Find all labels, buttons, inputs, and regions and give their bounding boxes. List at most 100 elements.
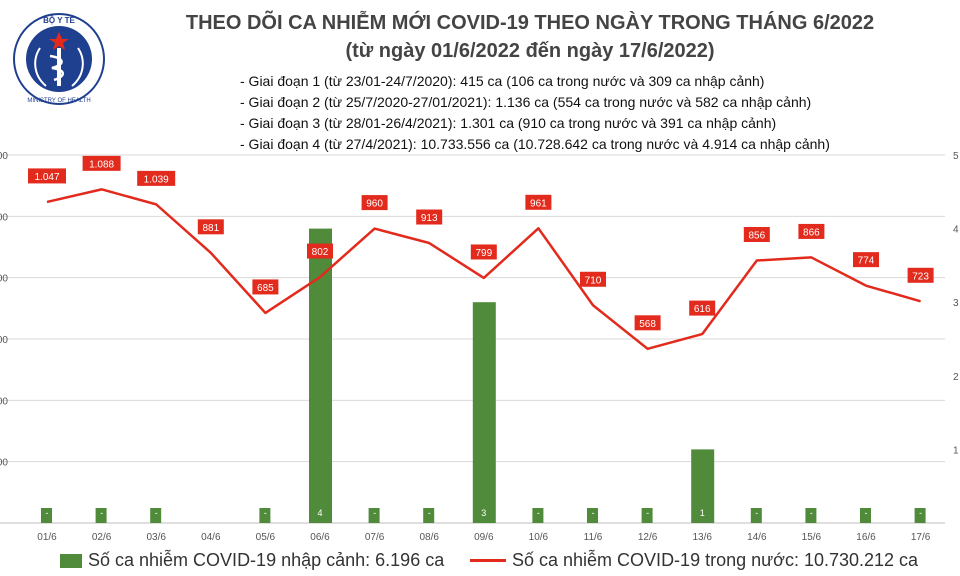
bar xyxy=(309,228,332,523)
bar-data-label: - xyxy=(373,508,376,518)
bar-data-label: - xyxy=(264,508,267,518)
chart-subtitle: (từ ngày 01/6/2022 đến ngày 17/6/2022) xyxy=(345,40,715,62)
line-data-label-box xyxy=(853,252,879,268)
line-data-label: 881 xyxy=(202,223,219,234)
bar xyxy=(750,508,762,523)
x-tick-label: 14/6 xyxy=(747,532,767,543)
line-data-label: 774 xyxy=(858,256,875,267)
bar xyxy=(691,449,715,523)
line-data-label-box xyxy=(470,244,497,260)
x-tick-label: 10/6 xyxy=(529,532,549,543)
y-left-tick-label: 400 xyxy=(0,396,8,407)
x-tick-label: 04/6 xyxy=(201,532,221,543)
phase-note: - Giai đoạn 1 (từ 23/01-24/7/2020): 415 … xyxy=(240,73,765,89)
ministry-of-health-logo: BỘ Y TẾ MINISTRY OF HEALTH xyxy=(13,13,105,105)
bar xyxy=(423,508,435,523)
line-data-label: 802 xyxy=(312,247,329,258)
y-right-tick-label: 2 xyxy=(953,372,959,383)
x-tick-label: 08/6 xyxy=(419,532,439,543)
line-data-label: 685 xyxy=(257,283,274,294)
phase-notes: - Giai đoạn 1 (từ 23/01-24/7/2020): 415 … xyxy=(240,71,940,155)
x-tick-label: 01/6 xyxy=(37,532,57,543)
y-left-tick-label: 200 xyxy=(0,458,8,469)
line-swatch-icon xyxy=(470,559,506,562)
x-tick-label: 09/6 xyxy=(474,532,494,543)
line-data-label-box xyxy=(361,195,388,211)
x-tick-label: 05/6 xyxy=(256,532,276,543)
chart-title: THEO DÕI CA NHIỄM MỚI COVID-19 THEO NGÀY… xyxy=(185,12,875,34)
line-data-label: 1.039 xyxy=(144,174,169,185)
bar xyxy=(472,302,496,523)
x-tick-label: 13/6 xyxy=(692,532,712,543)
line-data-label-box xyxy=(28,168,66,184)
svg-text:BỘ Y TẾ: BỘ Y TẾ xyxy=(43,15,75,25)
bar xyxy=(805,508,817,523)
legend: Số ca nhiễm COVID-19 nhập cảnh: 6.196 ca… xyxy=(60,550,960,574)
bar-data-label: 1 xyxy=(700,508,705,518)
bar-data-label: - xyxy=(592,508,595,518)
bar xyxy=(95,508,107,523)
y-left-tick-label: 1200 xyxy=(0,151,8,162)
phase-note: - Giai đoạn 3 (từ 28/01-26/4/2021): 1.30… xyxy=(240,115,777,131)
bar xyxy=(150,508,162,523)
phase-note: - Giai đoạn 2 (từ 25/7/2020-27/01/2021):… xyxy=(240,94,812,110)
line-data-label: 913 xyxy=(421,213,438,224)
line-data-label-box xyxy=(634,315,661,331)
bar-data-label: - xyxy=(155,508,158,518)
bar-swatch-icon xyxy=(60,553,82,568)
line-data-label-box xyxy=(197,219,224,235)
legend-item-domestic: Số ca nhiễm COVID-19 trong nước: 10.730.… xyxy=(470,550,918,571)
x-tick-label: 03/6 xyxy=(146,532,166,543)
line-data-label-box xyxy=(798,223,825,239)
line-data-label: 960 xyxy=(366,199,383,210)
phase-note: - Giai đoạn 4 (từ 27/4/2021): 10.733.556… xyxy=(240,136,830,152)
bar xyxy=(914,508,926,523)
line-data-label-box xyxy=(416,209,443,225)
line-data-label-box xyxy=(743,226,770,242)
legend-label-imported: Số ca nhiễm COVID-19 nhập cảnh: 6.196 ca xyxy=(88,550,445,570)
bar xyxy=(641,508,653,523)
bar xyxy=(259,508,271,523)
svg-text:MINISTRY OF HEALTH: MINISTRY OF HEALTH xyxy=(27,98,90,104)
line-data-label-box xyxy=(82,155,121,171)
line-data-label: 568 xyxy=(639,319,656,330)
x-tick-label: 15/6 xyxy=(802,532,822,543)
line-data-label: 799 xyxy=(475,248,492,259)
bar-data-label: - xyxy=(646,508,649,518)
line-data-label: 1.088 xyxy=(89,159,114,170)
line-data-label: 961 xyxy=(530,198,547,209)
y-right-tick-label: 1 xyxy=(953,445,959,456)
domestic-cases-line xyxy=(46,188,921,351)
y-left-tick-label: 800 xyxy=(0,274,8,285)
line-data-label: 723 xyxy=(912,271,929,282)
bar xyxy=(368,508,380,523)
x-tick-label: 06/6 xyxy=(310,532,330,543)
line-data-label: 1.047 xyxy=(34,172,59,183)
line-data-label-box xyxy=(580,271,606,287)
bar-data-label: - xyxy=(865,508,868,518)
line-data-label-box xyxy=(907,267,934,283)
bar-data-label: - xyxy=(428,508,431,518)
y-left-tick-label: 1000 xyxy=(0,212,8,223)
serpent-icon xyxy=(49,54,64,82)
bar xyxy=(41,508,52,523)
bar-data-label: - xyxy=(810,508,813,518)
x-tick-label: 11/6 xyxy=(584,532,603,543)
bar-data-label: 4 xyxy=(317,508,322,518)
y-right-tick-label: 4 xyxy=(953,225,959,236)
y-right-tick-label: 5 xyxy=(953,151,959,162)
line-data-label-box xyxy=(307,243,333,259)
bar-data-label: - xyxy=(100,508,103,518)
line-data-label-box xyxy=(525,194,552,210)
line-data-label: 866 xyxy=(803,227,820,238)
x-tick-label: 12/6 xyxy=(638,532,658,543)
x-tick-label: 07/6 xyxy=(365,532,385,543)
bar xyxy=(587,508,598,523)
line-data-label: 616 xyxy=(694,304,711,315)
bar xyxy=(860,508,871,523)
bar xyxy=(532,508,544,523)
x-tick-label: 16/6 xyxy=(856,532,876,543)
line-data-label-box xyxy=(689,300,716,316)
line-data-label: 710 xyxy=(585,275,602,286)
